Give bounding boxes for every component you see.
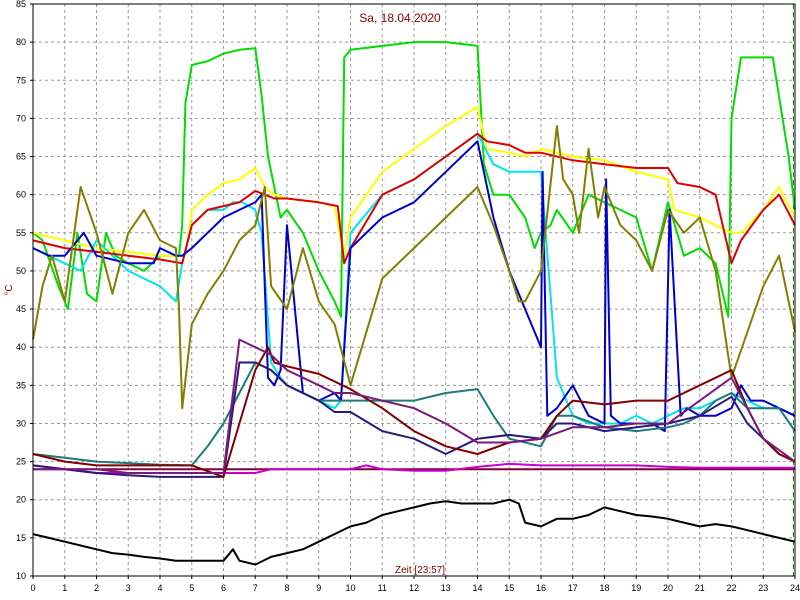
series-line-4: [32, 132, 796, 265]
x-tick-label: 9: [316, 583, 321, 593]
x-tick-label: 15: [504, 583, 514, 593]
x-tick-label: 19: [631, 583, 641, 593]
x-tick-label: 6: [221, 583, 226, 593]
y-axis-label: °C: [4, 284, 15, 295]
y-tick-label: 25: [16, 457, 26, 467]
series-line-6: [32, 125, 796, 410]
x-tick-label: 4: [157, 583, 162, 593]
x-axis-ticks: 0 1 2 3 4 5 6 7 8 9 10 11 12 13 14 15 16 17 18 19 20 21 22 23 24: [30, 576, 800, 593]
y-tick-label: 60: [16, 190, 26, 200]
x-tick-label: 3: [126, 583, 131, 593]
y-axis-ticks: 10 15 20 25 30 35 40 45 50 55 60 65 70 75 80 85: [16, 0, 33, 581]
x-tick-label: 21: [695, 583, 705, 593]
y-tick-label: 40: [16, 342, 26, 352]
x-tick-label: 12: [409, 583, 419, 593]
y-tick-label: 10: [16, 571, 26, 581]
x-tick-label: 24: [790, 583, 800, 593]
x-tick-label: 0: [30, 583, 35, 593]
x-tick-label: 20: [663, 583, 673, 593]
grid: [33, 4, 795, 576]
y-tick-label: 30: [16, 418, 26, 428]
series-line-9: [32, 498, 796, 566]
series-layer: [32, 41, 796, 566]
x-tick-label: 17: [568, 583, 578, 593]
x-tick-label: 22: [726, 583, 736, 593]
y-tick-label: 70: [16, 113, 26, 123]
series-line-5: [32, 140, 796, 433]
x-tick-label: 16: [536, 583, 546, 593]
chart-title: Sa, 18.04.2020: [359, 11, 441, 25]
y-tick-label: 20: [16, 495, 26, 505]
series-line-1: [32, 41, 796, 318]
x-tick-label: 18: [599, 583, 609, 593]
series-line-2: [32, 106, 796, 257]
x-tick-label: 13: [441, 583, 451, 593]
y-tick-label: 80: [16, 37, 26, 47]
x-tick-label: 14: [472, 583, 482, 593]
series-line-11: [32, 361, 796, 478]
x-tick-label: 5: [189, 583, 194, 593]
x-tick-label: 10: [345, 583, 355, 593]
x-tick-label: 8: [284, 583, 289, 593]
y-tick-label: 50: [16, 266, 26, 276]
x-tick-label: 23: [758, 583, 768, 593]
series-line-13: [33, 338, 796, 474]
x-tick-label: 2: [94, 583, 99, 593]
y-tick-label: 15: [16, 533, 26, 543]
y-tick-label: 75: [16, 75, 26, 85]
x-tick-label: 11: [378, 583, 387, 593]
series-line-12: [32, 346, 796, 478]
y-tick-label: 35: [16, 380, 26, 390]
y-tick-label: 45: [16, 304, 26, 314]
x-tick-label: 7: [253, 583, 258, 593]
y-tick-label: 55: [16, 228, 26, 238]
y-tick-label: 85: [16, 0, 26, 9]
x-axis-label: Zeit [23:57]: [395, 565, 445, 576]
y-tick-label: 65: [16, 152, 26, 162]
x-tick-label: 1: [62, 583, 67, 593]
series-line-3: [32, 132, 796, 432]
